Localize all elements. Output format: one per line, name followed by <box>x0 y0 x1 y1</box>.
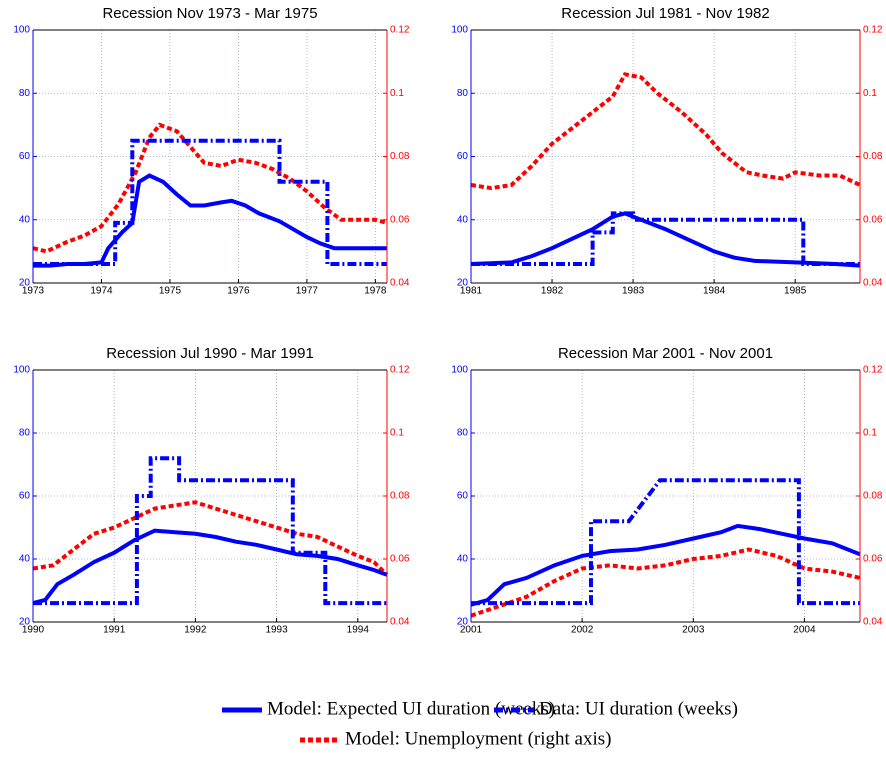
y2-tick-label: 0.06 <box>863 214 883 225</box>
x-tick-label: 1975 <box>159 286 182 297</box>
y2-tick-label: 0.12 <box>863 365 883 376</box>
x-tick-label: 1984 <box>703 286 726 297</box>
series-line <box>33 456 387 606</box>
x-tick-label: 1976 <box>227 286 250 297</box>
y-tick-label: 100 <box>13 365 30 376</box>
y2-tick-label: 0.06 <box>390 554 410 565</box>
x-tick-label: 1978 <box>364 286 387 297</box>
y-tick-label: 60 <box>457 151 469 162</box>
y-tick-label: 20 <box>19 617 31 628</box>
y-tick-label: 40 <box>19 214 31 225</box>
y2-tick-label: 0.06 <box>863 554 883 565</box>
y2-tick-label: 0.08 <box>863 151 883 162</box>
y-tick-label: 100 <box>451 25 468 36</box>
x-tick-label: 2004 <box>793 625 816 636</box>
y2-tick-label: 0.04 <box>863 278 883 289</box>
series-line <box>32 500 389 577</box>
y-tick-label: 80 <box>19 88 31 99</box>
y-tick-label: 60 <box>457 491 469 502</box>
y2-tick-label: 0.04 <box>390 278 410 289</box>
y2-tick-label: 0.04 <box>863 617 883 628</box>
y2-tick-label: 0.08 <box>390 491 410 502</box>
y2-tick-label: 0.1 <box>390 428 404 439</box>
x-tick-label: 1985 <box>784 286 807 297</box>
y-tick-label: 40 <box>19 554 31 565</box>
x-tick-label: 2002 <box>571 625 594 636</box>
y-tick-label: 60 <box>19 151 31 162</box>
series-line <box>470 211 861 268</box>
y2-tick-label: 0.1 <box>863 88 877 99</box>
series-line <box>471 211 860 266</box>
series-line <box>33 138 387 266</box>
x-tick-label: 2001 <box>460 625 483 636</box>
y-tick-label: 40 <box>457 554 469 565</box>
series-line <box>470 547 861 618</box>
y2-tick-label: 0.12 <box>390 25 410 36</box>
y-tick-label: 100 <box>13 25 30 36</box>
legend-label: Model: Expected UI duration (weeks) <box>267 698 555 719</box>
x-tick-label: 1991 <box>103 625 126 636</box>
y2-tick-label: 0.12 <box>863 25 883 36</box>
y-tick-label: 80 <box>457 428 469 439</box>
y-tick-label: 20 <box>19 278 31 289</box>
chart-title: Recession Jul 1981 - Nov 1982 <box>561 5 769 22</box>
series-line <box>471 478 860 606</box>
y2-tick-label: 0.08 <box>390 151 410 162</box>
chart-title: Recession Mar 2001 - Nov 2001 <box>558 345 773 362</box>
x-tick-label: 1981 <box>460 286 483 297</box>
y2-tick-label: 0.1 <box>390 88 404 99</box>
series-line <box>470 72 861 191</box>
x-tick-label: 1990 <box>22 625 45 636</box>
chart-title: Recession Nov 1973 - Mar 1975 <box>102 5 317 22</box>
y2-tick-label: 0.04 <box>390 617 410 628</box>
y-tick-label: 60 <box>19 491 31 502</box>
x-tick-label: 1993 <box>265 625 288 636</box>
y2-tick-label: 0.06 <box>390 214 410 225</box>
x-tick-label: 1994 <box>347 625 370 636</box>
x-tick-label: 2003 <box>682 625 705 636</box>
x-tick-label: 1992 <box>184 625 207 636</box>
y-tick-label: 80 <box>19 428 31 439</box>
x-tick-label: 1983 <box>622 286 645 297</box>
y2-tick-label: 0.12 <box>390 365 410 376</box>
legend-label: Model: Unemployment (right axis) <box>345 728 611 749</box>
y-tick-label: 80 <box>457 88 469 99</box>
series-line <box>33 173 387 268</box>
series-line <box>32 528 388 606</box>
series-line <box>32 122 388 254</box>
y-tick-label: 100 <box>451 365 468 376</box>
x-tick-label: 1974 <box>90 286 113 297</box>
legend-label: Data: UI duration (weeks) <box>539 698 738 719</box>
x-tick-label: 1977 <box>296 286 319 297</box>
x-tick-label: 1973 <box>22 286 45 297</box>
x-tick-label: 1982 <box>541 286 564 297</box>
y2-tick-label: 0.1 <box>863 428 877 439</box>
y-tick-label: 20 <box>457 617 469 628</box>
y2-tick-label: 0.08 <box>863 491 883 502</box>
chart-title: Recession Jul 1990 - Mar 1991 <box>106 345 314 362</box>
y-tick-label: 20 <box>457 278 469 289</box>
y-tick-label: 40 <box>457 214 469 225</box>
series-line <box>470 523 861 607</box>
